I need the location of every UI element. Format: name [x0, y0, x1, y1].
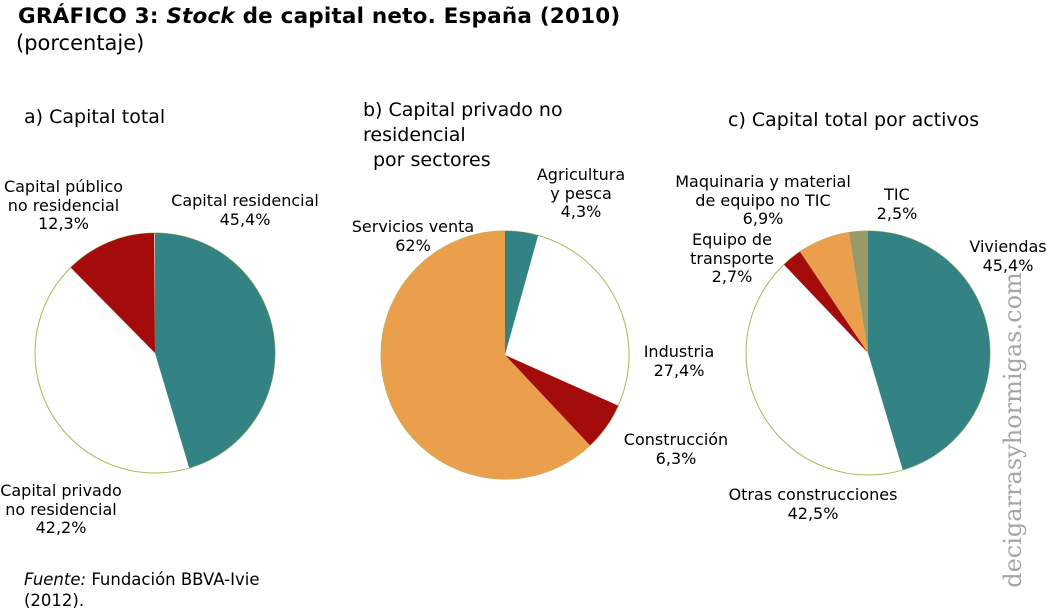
pie-label-agricultura: Agricultura y pesca 4,3%	[536, 165, 626, 222]
pie-slice	[783, 251, 868, 353]
pie-label-capital-privado: Capital privado no residencial 42,2%	[0, 481, 122, 538]
title-stock-italic: Stock	[166, 4, 235, 29]
chart-c-title: c) Capital total por activos	[728, 109, 980, 131]
pie-label-otras-construcciones: Otras construcciones 42,5%	[728, 485, 898, 523]
pie-label-capital-publico: Capital público no residencial 12,3%	[3, 177, 124, 234]
pie-label-viviendas: Viviendas 45,4%	[969, 237, 1047, 275]
pie-label-servicios-venta: Servicios venta 62%	[351, 217, 475, 255]
pie-chart-capital-privado-sectores	[380, 230, 630, 480]
pie-slice	[505, 355, 619, 446]
pie-label-equipo-transporte: Equipo de transporte 2,7%	[690, 230, 774, 287]
pie-slice	[70, 233, 155, 353]
source-label: Fuente:	[24, 570, 87, 589]
source-year: (2012).	[24, 590, 85, 610]
pie-slice	[380, 230, 590, 479]
source-note: Fuente: Fundación BBVA-Ivie (2012).	[24, 570, 259, 612]
page-title: GRÁFICO 3: Stock de capital neto. España…	[18, 4, 620, 29]
pie-slice	[848, 231, 868, 353]
pie-slice	[800, 232, 868, 353]
pie-slice	[505, 231, 539, 355]
source-text: Fundación BBVA-Ivie	[86, 570, 260, 589]
chart-a-title: a) Capital total	[24, 106, 166, 128]
pie-slice	[155, 233, 275, 469]
watermark-text: decigarrasyhormigas.com	[999, 272, 1027, 588]
pie-chart-capital-por-activos	[745, 230, 991, 476]
pie-chart-capital-total	[34, 232, 276, 474]
chart-b-title: b) Capital privado no residencial por se…	[363, 99, 563, 172]
pie-label-capital-residencial: Capital residencial 45,4%	[171, 191, 319, 229]
pie-label-industria: Industria 27,4%	[643, 342, 715, 380]
pie-label-tic: TIC 2,5%	[876, 185, 918, 223]
title-suffix: de capital neto. España (2010)	[234, 4, 621, 29]
title-prefix: GRÁFICO 3:	[18, 4, 167, 29]
pie-slice	[868, 231, 990, 470]
page-subtitle: (porcentaje)	[16, 31, 145, 55]
pie-label-maquinaria: Maquinaria y material de equipo no TIC 6…	[675, 172, 851, 229]
pie-label-construccion: Construcción 6,3%	[623, 430, 729, 468]
